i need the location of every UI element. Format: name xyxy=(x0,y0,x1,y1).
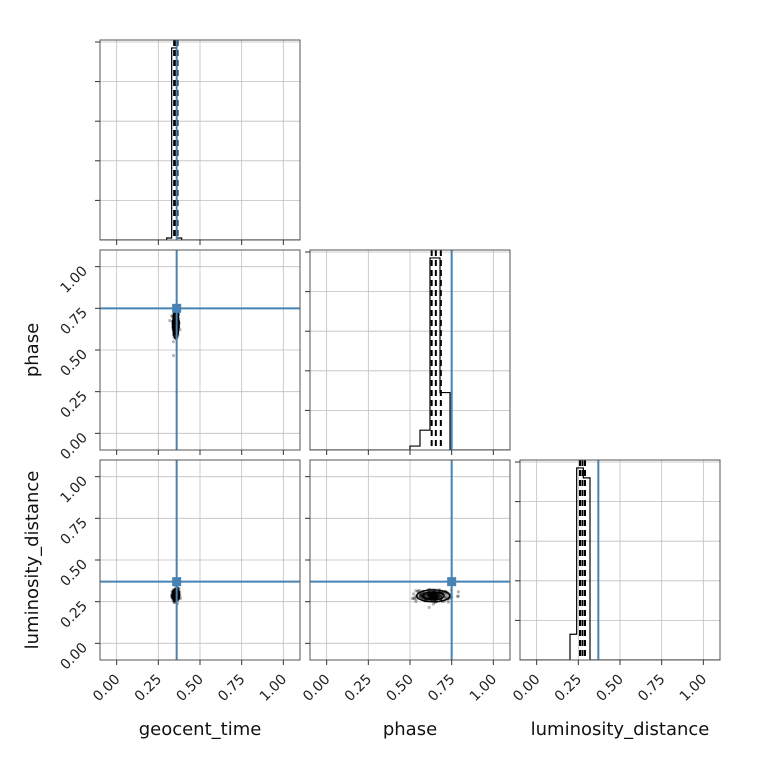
y-tick-label: 1.00 xyxy=(57,473,90,506)
scatter-point xyxy=(412,597,416,601)
scatter-point xyxy=(436,594,440,598)
scatter-point xyxy=(427,605,431,610)
scatter-point xyxy=(440,594,444,598)
scatter-point xyxy=(437,595,441,599)
tick-labels: 0.00 0.25 0.50 0.75 1.00 0.00 0.25 0.50 0.75 1.00… xyxy=(57,263,710,705)
truth-marker xyxy=(447,577,457,587)
density-peak xyxy=(429,591,438,600)
x-tick-label: 1.00 xyxy=(677,672,710,705)
scatter-point xyxy=(168,319,172,323)
panel-luminosity-distance-vs-phase xyxy=(305,459,511,665)
histogram-content xyxy=(520,460,720,660)
histogram-step-line xyxy=(310,257,510,450)
histogram-step-line xyxy=(520,467,720,660)
x-tick-label: 0.75 xyxy=(635,672,668,705)
panel-phase-vs-geocent-time xyxy=(95,249,301,455)
grid-lines xyxy=(100,460,300,660)
scatter-point xyxy=(456,594,460,598)
scatter-point xyxy=(438,593,442,598)
y-tick-label: 0.00 xyxy=(57,640,90,673)
density-contour xyxy=(415,589,451,603)
scatter-point xyxy=(437,594,441,598)
grid-lines xyxy=(100,250,300,450)
panel-phase-histogram xyxy=(305,249,511,455)
y-tick-label: 0.50 xyxy=(57,557,90,590)
y-tick-label: 0.25 xyxy=(57,598,90,631)
scatter-point xyxy=(431,602,435,606)
y-tick-label: 1.00 xyxy=(57,263,90,296)
scatter-point xyxy=(171,354,176,358)
x-tick-label: 0.00 xyxy=(510,672,543,705)
histogram-content xyxy=(310,250,510,450)
grid-lines xyxy=(310,250,510,450)
panel-luminosity-distance-histogram xyxy=(515,459,721,665)
scatter-point xyxy=(419,596,423,600)
scatter-point xyxy=(439,594,444,598)
scatter-content xyxy=(100,250,300,450)
scatter-point xyxy=(414,599,418,604)
x-tick-label: 0.50 xyxy=(593,672,626,705)
scatter-point xyxy=(425,593,429,598)
x-tick-label: 0.25 xyxy=(342,672,375,705)
grid-lines xyxy=(310,460,510,660)
x-axis-label-geocent-time: geocent_time xyxy=(139,719,262,740)
x-tick-label: 0.25 xyxy=(132,672,165,705)
scatter-point xyxy=(426,593,430,597)
x-tick-label: 0.50 xyxy=(173,672,206,705)
y-axis-label-phase: phase xyxy=(22,323,43,377)
scatter-point xyxy=(436,593,440,598)
y-axis-label-luminosity-distance: luminosity_distance xyxy=(22,471,43,650)
scatter-content xyxy=(100,460,300,660)
scatter-point xyxy=(410,596,414,601)
scatter-content xyxy=(310,460,510,660)
grid-lines xyxy=(520,460,720,660)
y-tick-label: 0.75 xyxy=(57,305,90,338)
scatter-point xyxy=(426,592,430,597)
x-tick-label: 0.75 xyxy=(425,672,458,705)
scatter-point xyxy=(172,600,176,605)
x-tick-label: 1.00 xyxy=(257,672,290,705)
panel-geocent-time-histogram xyxy=(95,39,301,245)
y-tick-label: 0.25 xyxy=(57,388,90,421)
x-tick-label: 0.00 xyxy=(300,672,333,705)
scatter-point xyxy=(411,592,416,596)
scatter-point xyxy=(439,594,443,598)
truth-marker xyxy=(172,577,182,587)
scatter-point xyxy=(426,593,430,597)
scatter-point xyxy=(416,589,420,593)
scatter-point xyxy=(436,592,441,596)
truth-marker xyxy=(172,303,182,313)
y-tick-label: 0.50 xyxy=(57,347,90,380)
scatter-point xyxy=(446,600,450,604)
histogram-content xyxy=(100,40,300,240)
scatter-point xyxy=(456,594,460,599)
scatter-point xyxy=(412,596,416,600)
scatter-point xyxy=(425,595,430,599)
scatter-point xyxy=(418,594,423,598)
scatter-point xyxy=(425,592,429,597)
panel-luminosity-distance-vs-geocent-time xyxy=(95,459,301,665)
grid-lines xyxy=(100,40,300,240)
x-tick-label: 0.75 xyxy=(215,672,248,705)
x-tick-label: 0.50 xyxy=(383,672,416,705)
x-axis-label-luminosity-distance: luminosity_distance xyxy=(531,719,710,740)
x-tick-label: 0.25 xyxy=(552,672,585,705)
x-tick-label: 1.00 xyxy=(467,672,500,705)
y-tick-label: 0.75 xyxy=(57,515,90,548)
scatter-point xyxy=(414,589,418,593)
scatter-point xyxy=(418,594,423,598)
y-tick-label: 0.00 xyxy=(57,430,90,463)
scatter-point xyxy=(418,594,422,598)
scatter-point xyxy=(416,589,420,593)
x-tick-label: 0.00 xyxy=(90,672,123,705)
scatter-point xyxy=(456,590,460,594)
x-axis-label-phase: phase xyxy=(383,719,437,740)
scatter-point xyxy=(171,339,176,344)
scatter-point xyxy=(425,592,430,597)
